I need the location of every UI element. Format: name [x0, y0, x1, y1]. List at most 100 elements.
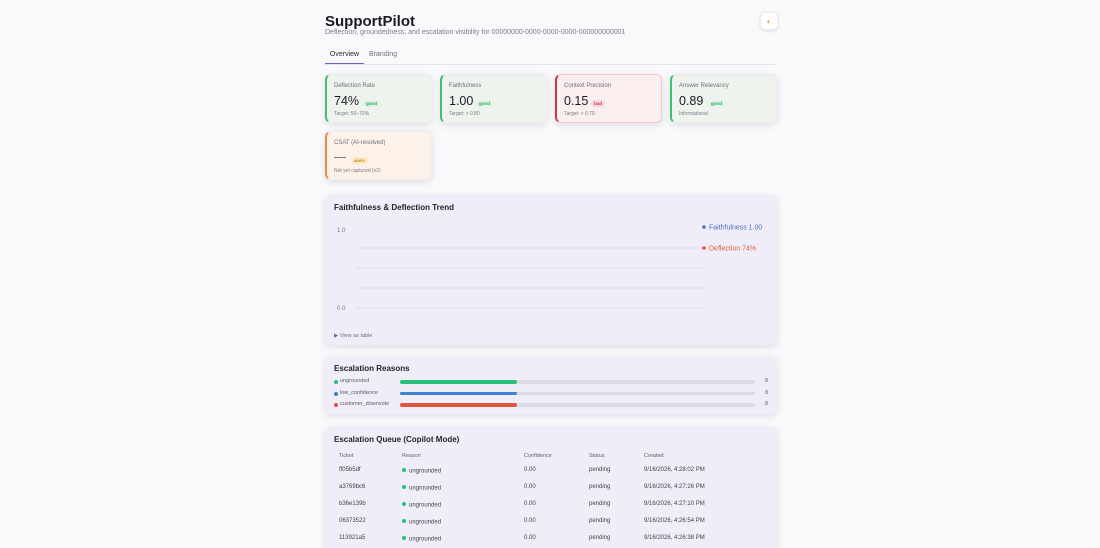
status-badge: warn — [351, 157, 368, 164]
series-point — [702, 225, 706, 229]
metric-label: Faithfulness — [449, 83, 482, 89]
ticket-id[interactable]: a3769bc6 — [339, 484, 366, 490]
tab-branding[interactable]: Branding — [369, 51, 398, 58]
reason-count: 8 — [765, 389, 769, 396]
reason-count: 8 — [765, 378, 769, 384]
status-badge: good — [708, 100, 725, 107]
status-cell: pending — [589, 467, 611, 473]
escalation-queue-panel: Escalation Queue (Copilot Mode) Ticket R… — [325, 427, 777, 548]
reason-dot-icon — [334, 380, 338, 384]
table-row[interactable]: 113921a5 ungrounded 0.00 pending 9/16/2026, … — [325, 535, 777, 548]
confidence-cell: 0.00 — [524, 501, 536, 507]
reason-bar-track — [400, 380, 755, 384]
reason-text: ungrounded — [409, 536, 442, 543]
escalation-reasons-title: Escalation Reasons — [334, 364, 410, 373]
column-header-reason: Reason — [402, 453, 421, 459]
status-cell: pending — [589, 518, 611, 524]
reason-text: ungrounded — [409, 468, 442, 475]
tab-overview[interactable]: Overview — [325, 49, 364, 64]
tab-bar: Overview Branding — [325, 49, 777, 65]
metric-footnote: Target: > 0.80 — [449, 111, 480, 117]
table-row[interactable]: a3769bc6 ungrounded 0.00 pending 9/16/2026, … — [325, 484, 777, 501]
reason-dot-icon — [334, 403, 338, 407]
metric-card-context-precision: Context Precision 0.15 bad Target: > 0.7… — [555, 74, 662, 123]
reason-label: ungrounded — [340, 378, 370, 384]
metric-label: Context Precision — [564, 83, 612, 89]
series-point — [702, 246, 706, 250]
reason-label: customer_downvote — [340, 401, 390, 407]
sun-moon-icon: ◐ — [766, 16, 772, 26]
reason-cell: ungrounded — [402, 502, 441, 509]
reason-dot-icon — [402, 536, 406, 540]
escalation-reason-row: customer_downvote 8 — [334, 401, 769, 411]
reason-dot-icon — [402, 485, 406, 489]
metric-card-csat: CSAT (AI-resolved) warn Not yet captured… — [325, 131, 432, 180]
metric-footnote: Target: 50–70% — [334, 111, 370, 117]
column-header-ticket: Ticket — [339, 453, 354, 459]
ticket-id[interactable]: b36e139b — [339, 501, 366, 507]
created-cell: 9/16/2026, 4:28:02 PM — [644, 467, 705, 473]
reason-count: 8 — [765, 401, 769, 407]
trend-title: Faithfulness & Deflection Trend — [334, 203, 455, 212]
reason-dot-icon — [402, 519, 406, 523]
status-badge: good — [476, 100, 493, 107]
reason-cell: ungrounded — [402, 519, 441, 526]
metric-label: Deflection Rate — [334, 83, 376, 89]
reason-bar-track — [400, 391, 755, 395]
series-label: Deflection 74% — [709, 246, 756, 253]
ticket-id[interactable]: ff05b5df — [339, 467, 361, 473]
metric-value-empty-dash — [334, 157, 346, 158]
escalation-reasons-panel: Escalation Reasons ungrounded 8 low_confid… — [325, 356, 777, 414]
column-header-created: Created — [644, 453, 664, 459]
y-tick-label: 0.0 — [337, 306, 346, 312]
reason-cell: ungrounded — [402, 536, 441, 543]
confidence-cell: 0.00 — [524, 484, 536, 490]
column-header-confidence: Confidence — [524, 453, 552, 459]
reason-bar-fill — [400, 403, 518, 407]
reason-text: ungrounded — [409, 519, 442, 526]
metric-value: 0.89 — [679, 94, 704, 108]
page-title: SupportPilot — [325, 13, 415, 30]
escalation-reason-row: ungrounded 8 — [334, 378, 769, 388]
metric-value: 74% — [334, 94, 360, 108]
confidence-cell: 0.00 — [524, 467, 536, 473]
view-as-table-toggle[interactable]: ▶ View as table — [334, 333, 373, 339]
reason-dot-icon — [402, 468, 406, 472]
ticket-id[interactable]: 113921a5 — [339, 535, 366, 541]
reason-bar-fill — [400, 380, 518, 384]
theme-toggle-button[interactable]: ◐ — [760, 12, 778, 30]
table-row[interactable]: 06373522 ungrounded 0.00 pending 9/16/2026, … — [325, 518, 777, 535]
reason-text: ungrounded — [409, 502, 442, 509]
created-cell: 9/16/2026, 4:26:38 PM — [644, 535, 705, 541]
created-cell: 9/16/2026, 4:27:10 PM — [644, 501, 705, 507]
reason-text: ungrounded — [409, 485, 442, 492]
created-cell: 9/16/2026, 4:26:54 PM — [644, 518, 705, 524]
metric-footnote: Target: > 0.70 — [564, 111, 595, 117]
page-subtitle: Deflection, groundedness, and escalation… — [325, 29, 626, 36]
metric-card-answer-relevancy: Answer Relevancy 0.89 good Informational — [670, 74, 777, 123]
created-cell: 9/16/2026, 4:27:26 PM — [644, 484, 705, 490]
confidence-cell: 0.00 — [524, 535, 536, 541]
ticket-id[interactable]: 06373522 — [339, 518, 366, 524]
reason-cell: ungrounded — [402, 485, 441, 492]
reason-dot-icon — [402, 502, 406, 506]
column-header-status: Status — [589, 453, 605, 459]
metric-value: 1.00 — [449, 94, 474, 108]
status-badge: bad — [591, 100, 606, 107]
status-cell: pending — [589, 501, 611, 507]
table-row[interactable]: ff05b5df ungrounded 0.00 pending 9/16/2026, … — [325, 467, 777, 484]
reason-dot-icon — [334, 391, 338, 396]
confidence-cell: 0.00 — [524, 518, 536, 524]
reason-bar-fill — [400, 391, 518, 395]
status-cell: pending — [589, 535, 611, 541]
reason-label: low_confidence — [340, 389, 378, 396]
trend-panel: Faithfulness & Deflection Trend 1.0 0.0 Fa… — [325, 195, 777, 345]
metric-label: CSAT (AI-resolved) — [334, 140, 386, 146]
table-row[interactable]: b36e139b ungrounded 0.00 pending 9/16/2026, … — [325, 501, 777, 518]
escalation-queue-title: Escalation Queue (Copilot Mode) — [334, 435, 460, 444]
metric-footnote: Informational — [679, 111, 708, 117]
trend-chart: 1.0 0.0 Faithfulness 1.00 Deflection 74% — [337, 225, 762, 313]
metric-card-faithfulness: Faithfulness 1.00 good Target: > 0.80 — [440, 74, 547, 123]
status-badge: good — [363, 100, 380, 107]
status-cell: pending — [589, 484, 611, 490]
